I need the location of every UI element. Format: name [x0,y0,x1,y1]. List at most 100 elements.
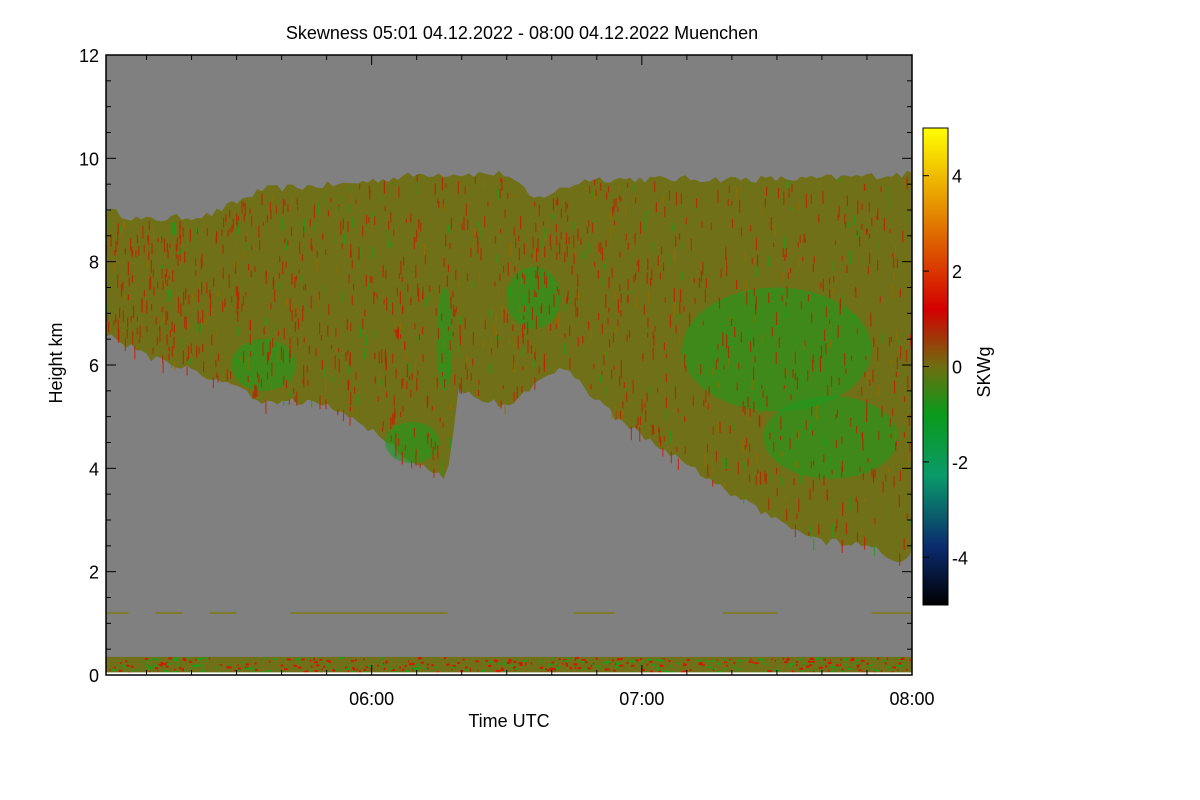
speckle-mark [183,659,187,662]
speckle-mark [295,275,298,281]
speckle-mark [310,665,313,668]
speckle-mark [647,317,649,328]
speckle-mark [681,272,683,281]
speckle-mark [755,266,757,278]
speckle-mark [647,258,649,271]
speckle-mark [272,322,274,336]
speckle-mark [780,435,782,441]
speckle-mark [793,478,795,485]
speckle-mark [605,668,610,671]
speckle-mark [627,279,629,291]
speckle-mark [545,276,548,288]
speckle-mark [427,667,429,670]
speckle-mark [893,257,895,268]
speckle-mark [201,282,203,295]
speckle-mark [901,657,905,660]
speckle-mark [534,247,536,261]
speckle-mark [759,471,762,485]
speckle-mark [404,665,407,667]
speckle-mark [670,452,672,464]
speckle-mark [809,488,811,500]
speckle-mark [115,314,117,323]
speckle-mark [513,355,515,369]
speckle-mark [404,341,406,349]
speckle-mark [738,659,743,662]
speckle-mark [285,380,288,389]
speckle-mark [304,670,309,673]
speckle-mark [327,210,330,217]
speckle-mark [249,321,251,330]
speckle-mark [747,396,749,408]
speckle-mark [296,391,298,406]
speckle-mark [455,269,457,280]
speckle-mark [860,439,862,445]
speckle-mark [351,260,353,269]
speckle-mark [665,373,667,382]
speckle-mark [730,343,732,351]
speckle-mark [865,355,867,360]
speckle-mark [294,276,296,289]
speckle-mark [650,278,652,287]
speckle-mark [247,375,249,383]
speckle-mark [783,191,785,205]
speckle-mark [856,664,860,667]
speckle-mark [659,664,664,667]
speckle-mark [700,270,702,282]
speckle-mark [250,270,252,277]
speckle-mark [342,409,345,422]
speckle-mark [903,396,906,402]
speckle-mark [577,337,579,347]
speckle-mark [289,345,291,359]
speckle-mark [811,406,813,416]
speckle-mark [421,225,423,231]
speckle-mark [390,435,392,442]
speckle-mark [786,369,788,375]
speckle-mark [740,227,743,237]
speckle-mark [216,231,218,236]
speckle-mark [767,670,771,673]
speckle-mark [342,218,344,230]
speckle-mark [314,670,318,672]
speckle-mark [846,265,848,273]
speckle-mark [219,664,223,667]
speckle-mark [689,312,691,327]
speckle-mark [820,345,823,359]
speckle-mark [727,199,729,207]
speckle-mark [503,265,505,273]
speckle-mark [308,344,310,354]
speckle-mark [796,432,798,439]
speckle-mark [263,327,265,335]
speckle-mark [503,309,505,323]
speckle-mark [406,381,408,389]
speckle-mark [206,311,208,326]
speckle-mark [872,470,875,479]
speckle-mark [615,197,617,208]
speckle-mark [445,183,447,188]
speckle-mark [893,380,896,394]
speckle-mark [255,668,258,671]
speckle-mark [886,657,889,660]
speckle-mark [464,186,466,195]
speckle-mark [378,373,380,387]
speckle-mark [124,338,126,352]
speckle-mark [736,382,738,391]
speckle-mark [896,657,901,660]
speckle-mark [755,237,757,251]
speckle-mark [719,321,721,332]
speckle-mark [480,247,482,261]
speckle-mark [200,258,202,270]
speckle-mark [215,666,217,669]
speckle-mark [734,423,736,430]
speckle-mark [384,351,387,363]
speckle-mark [183,291,185,305]
speckle-mark [202,669,206,672]
speckle-mark [338,348,340,353]
speckle-mark [513,660,517,663]
speckle-mark [795,461,798,468]
speckle-mark [812,480,814,492]
speckle-mark [297,337,299,346]
speckle-mark [398,273,400,279]
speckle-mark [310,238,312,250]
speckle-mark [648,290,650,304]
